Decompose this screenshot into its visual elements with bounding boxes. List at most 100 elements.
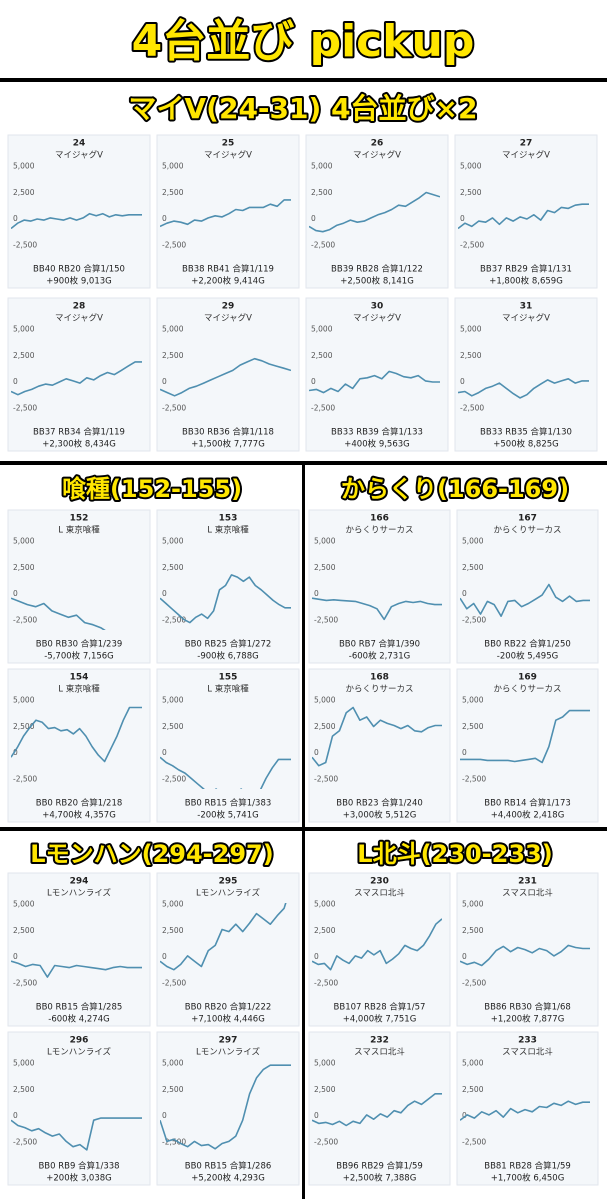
machine-name: L 東京喰種 [58,525,100,536]
y-tick-label: 5,000 [462,1058,484,1067]
bonus-stats: BB0 RB25 合算1/272 [185,639,272,650]
result: -5,700枚 7,156G [44,651,114,662]
y-tick-label: 0 [460,214,465,223]
chart-number: 152 [70,514,89,524]
bonus-stats: BB0 RB7 合算1/390 [339,639,420,650]
bonus-stats: BB0 RB30 合算1/239 [36,639,123,650]
y-tick-label: 2,500 [162,188,184,197]
y-tick-label: 2,500 [13,722,35,731]
result: +4,000枚 7,751G [343,1014,417,1025]
card-background [456,1031,599,1186]
bonus-stats: BB30 RB36 合算1/118 [182,427,274,438]
y-tick-label: -2,500 [162,241,186,250]
card-background [454,297,598,452]
machine-name: マイジャグV [353,150,401,161]
result: +2,500枚 8,141G [340,276,414,287]
card-background [456,872,599,1027]
card-background [156,297,300,452]
y-tick-label: -2,500 [311,241,335,250]
result: +1,200枚 7,877G [491,1014,565,1025]
chart-number: 166 [370,514,389,524]
chart-number: 297 [219,1036,238,1046]
card-background [305,134,449,289]
card-background [7,668,151,823]
result: +500枚 8,825G [493,439,558,450]
data-line [312,597,442,621]
y-tick-label: 5,000 [13,899,35,908]
y-tick-label: 5,000 [13,324,35,333]
data-line [160,199,291,228]
bonus-stats: BB0 RB23 合算1/240 [336,798,423,809]
bonus-stats: BB37 RB29 合算1/131 [480,264,572,275]
result: -600枚 4,274G [48,1014,109,1025]
y-tick-label: 2,500 [162,1085,184,1094]
y-tick-label: 5,000 [162,324,184,333]
y-tick-label: 0 [13,1111,18,1120]
bonus-stats: BB40 RB20 合算1/150 [33,264,125,275]
data-line [11,960,142,978]
bonus-stats: BB33 RB35 合算1/130 [480,427,572,438]
bonus-stats: BB0 RB15 合算1/383 [185,798,272,809]
data-line [160,574,291,624]
y-tick-label: 2,500 [314,722,336,731]
bonus-stats: BB0 RB15 合算1/285 [36,1002,123,1013]
machine-name: Lモンハンライズ [47,888,111,899]
section-heading: からくり(166-169) [341,475,569,503]
y-tick-label: -2,500 [314,775,338,784]
machine-name: L 東京喰種 [207,525,249,536]
card-background [454,134,598,289]
result: +7,100枚 4,446G [191,1014,265,1025]
data-line [309,370,440,394]
card-background [456,668,599,823]
bonus-stats: BB86 RB30 合算1/68 [484,1002,571,1013]
section-heading: Lモンハン(294-297) [30,840,273,868]
machine-name: L 東京喰種 [58,684,100,695]
card-background [7,1031,151,1186]
result: +2,500枚 7,388G [343,1173,417,1184]
machine-name: からくりサーカス [345,685,413,695]
machine-name: からくりサーカス [493,526,561,536]
y-tick-label: 2,500 [460,351,482,360]
y-tick-label: 5,000 [314,695,336,704]
chart-number: 231 [518,877,537,887]
chart-number: 154 [70,673,89,683]
chart-number: 168 [370,673,389,683]
y-tick-label: 2,500 [13,351,35,360]
card-background [308,1031,451,1186]
card-background [7,872,151,1027]
y-tick-label: 0 [162,589,167,598]
y-tick-label: 2,500 [162,722,184,731]
data-line [458,377,589,399]
data-line [160,1064,291,1150]
chart-number: 232 [370,1036,389,1046]
result: -200枚 5,741G [197,810,258,821]
y-tick-label: 0 [13,748,18,757]
result: +4,700枚 4,357G [42,810,116,821]
card-background [305,297,449,452]
data-line [309,191,440,233]
y-tick-label: 0 [13,214,18,223]
card-background [7,509,151,664]
y-tick-label: -2,500 [462,1138,486,1147]
chart-number: 294 [70,877,89,887]
y-tick-label: 5,000 [462,899,484,908]
machine-name: からくりサーカス [345,526,413,536]
y-tick-label: 0 [314,589,319,598]
card-background [156,1031,300,1186]
chart-number: 24 [73,139,86,149]
y-tick-label: 0 [13,377,18,386]
y-tick-label: 0 [162,1111,167,1120]
y-tick-label: 2,500 [13,188,35,197]
data-line [11,1117,142,1151]
machine-name: マイジャグV [353,313,401,324]
card-background [156,872,300,1027]
machine-name: スマスロ北斗 [502,1048,553,1058]
y-tick-label: 0 [311,377,316,386]
machine-name: スマスロ北斗 [502,889,553,899]
result: +2,200枚 9,414G [191,276,265,287]
